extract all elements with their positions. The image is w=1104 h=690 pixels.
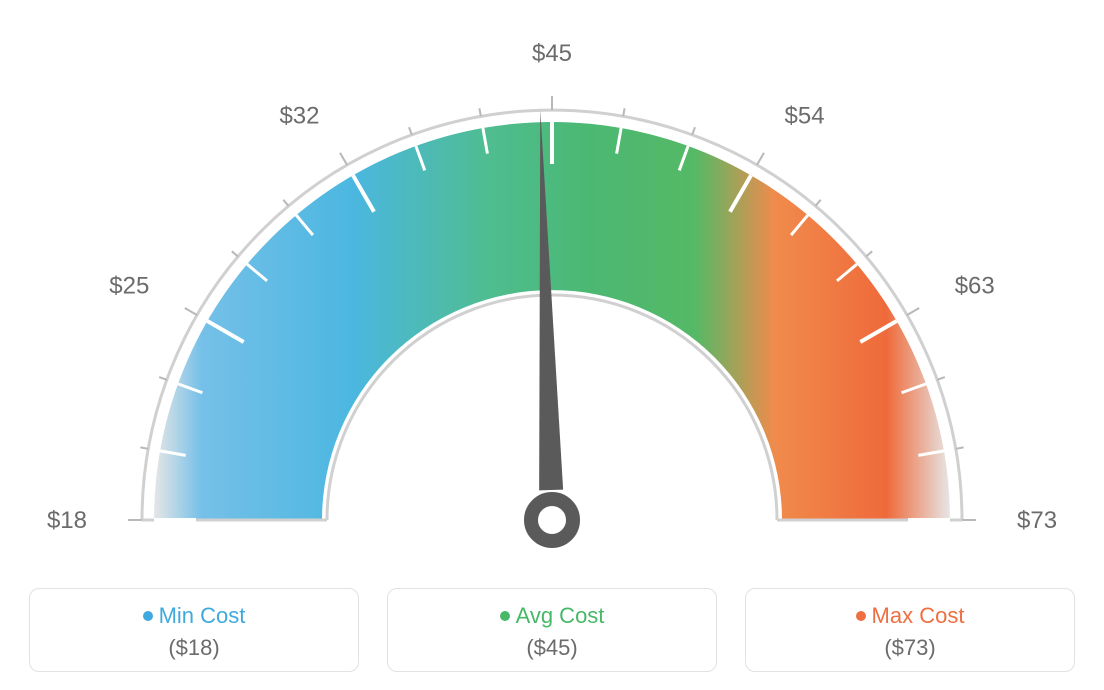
gauge-tick-label: $54 <box>785 102 825 129</box>
gauge-tick-label: $18 <box>47 507 87 534</box>
cost-gauge-widget: $18 $25 $32 $45 $54 $63 $73 Min Cost ($18) Avg… <box>0 0 1104 690</box>
gauge-tick-label: $25 <box>109 273 149 300</box>
legend-dot-avg <box>500 611 510 621</box>
legend-row: Min Cost ($18) Avg Cost ($45) Max Cost (… <box>0 588 1104 672</box>
legend-card-max: Max Cost ($73) <box>745 588 1075 672</box>
legend-dot-max <box>856 611 866 621</box>
gauge-tick-label: $32 <box>279 102 319 129</box>
legend-label-max: Max Cost <box>872 603 965 628</box>
gauge-tick-label: $73 <box>1017 507 1057 534</box>
legend-value-min: ($18) <box>30 635 358 661</box>
legend-label-min: Min Cost <box>159 603 246 628</box>
gauge-tick-label: $45 <box>532 40 572 67</box>
legend-title-avg: Avg Cost <box>388 603 716 629</box>
legend-value-avg: ($45) <box>388 635 716 661</box>
legend-label-avg: Avg Cost <box>516 603 605 628</box>
legend-card-min: Min Cost ($18) <box>29 588 359 672</box>
legend-dot-min <box>143 611 153 621</box>
gauge-chart: $18 $25 $32 $45 $54 $63 $73 <box>0 0 1104 560</box>
gauge-tick-label: $63 <box>955 273 995 300</box>
legend-title-max: Max Cost <box>746 603 1074 629</box>
legend-title-min: Min Cost <box>30 603 358 629</box>
gauge-svg: $18 $25 $32 $45 $54 $63 $73 <box>0 0 1104 560</box>
legend-card-avg: Avg Cost ($45) <box>387 588 717 672</box>
gauge-hub <box>531 499 573 541</box>
legend-value-max: ($73) <box>746 635 1074 661</box>
